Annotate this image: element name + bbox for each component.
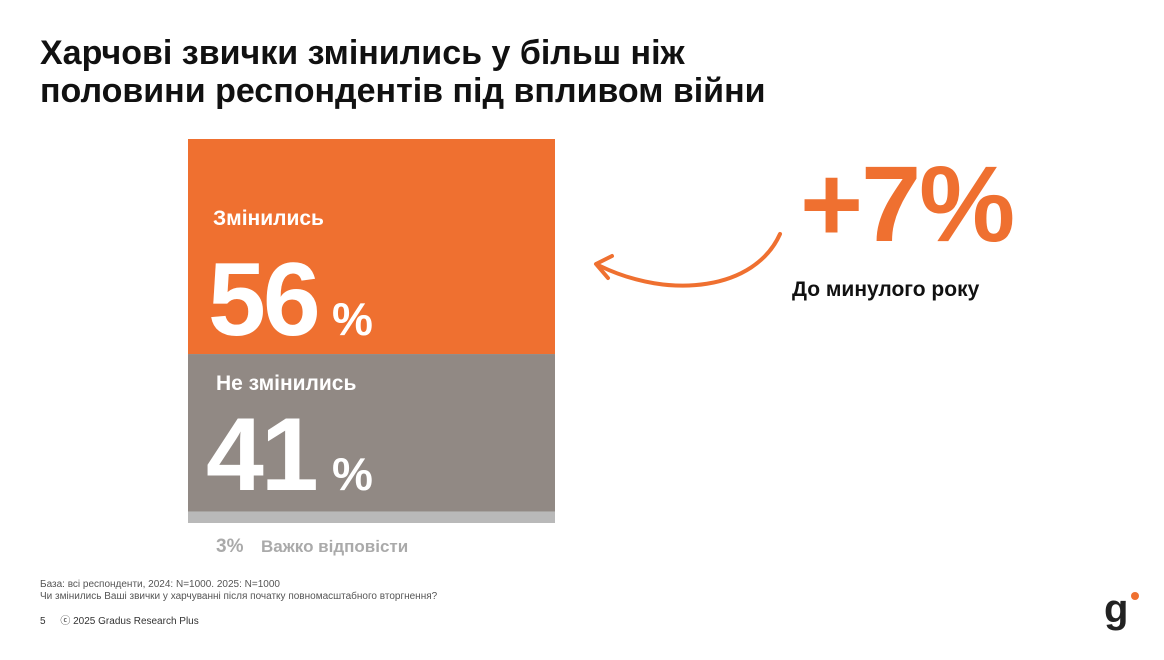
logo-letter: g: [1104, 588, 1128, 631]
footnote-base: База: всі респонденти, 2024: N=1000. 202…: [40, 579, 280, 590]
footer: 5 ⓒ 2025 Gradus Research Plus: [40, 612, 199, 627]
logo-dot: [1131, 592, 1139, 600]
callout-arrow-head: [594, 254, 614, 280]
value-label-changed: 56: [208, 242, 318, 358]
page-title-line-1: Харчові звички змінились у більш ніж: [40, 34, 685, 72]
bar-segment-3: [188, 511, 555, 523]
copyright: ⓒ 2025 Gradus Research Plus: [60, 616, 199, 627]
percent-sign-changed: %: [332, 293, 373, 345]
gradus-logo: g: [1104, 588, 1139, 631]
value-label-not-changed: 41: [206, 397, 316, 513]
page-title-line-2: половини респондентів під впливом війни: [40, 72, 766, 110]
category-label-not-changed: Не змінились: [216, 372, 356, 395]
change-label: До минулого року: [792, 278, 980, 301]
page-number: 5: [40, 616, 46, 627]
bar-segment-1: [188, 139, 555, 355]
callout-arrow-line: [598, 232, 782, 288]
footnote-question: Чи змінились Ваші звички у харчуванні пі…: [40, 591, 438, 602]
footnote: База: всі респонденти, 2024: N=1000. 202…: [40, 579, 437, 603]
change-value: +7%: [800, 143, 1015, 264]
bar-segment-2: [188, 354, 555, 512]
value-label-hard-to-answer: 3%: [216, 536, 244, 557]
page-title: Харчові звички змінились у більш ніж пол…: [40, 34, 940, 110]
category-label-hard-to-answer: Важко відповісти: [261, 537, 408, 556]
percent-sign-not-changed: %: [332, 448, 373, 500]
category-label-changed: Змінились: [213, 207, 324, 230]
